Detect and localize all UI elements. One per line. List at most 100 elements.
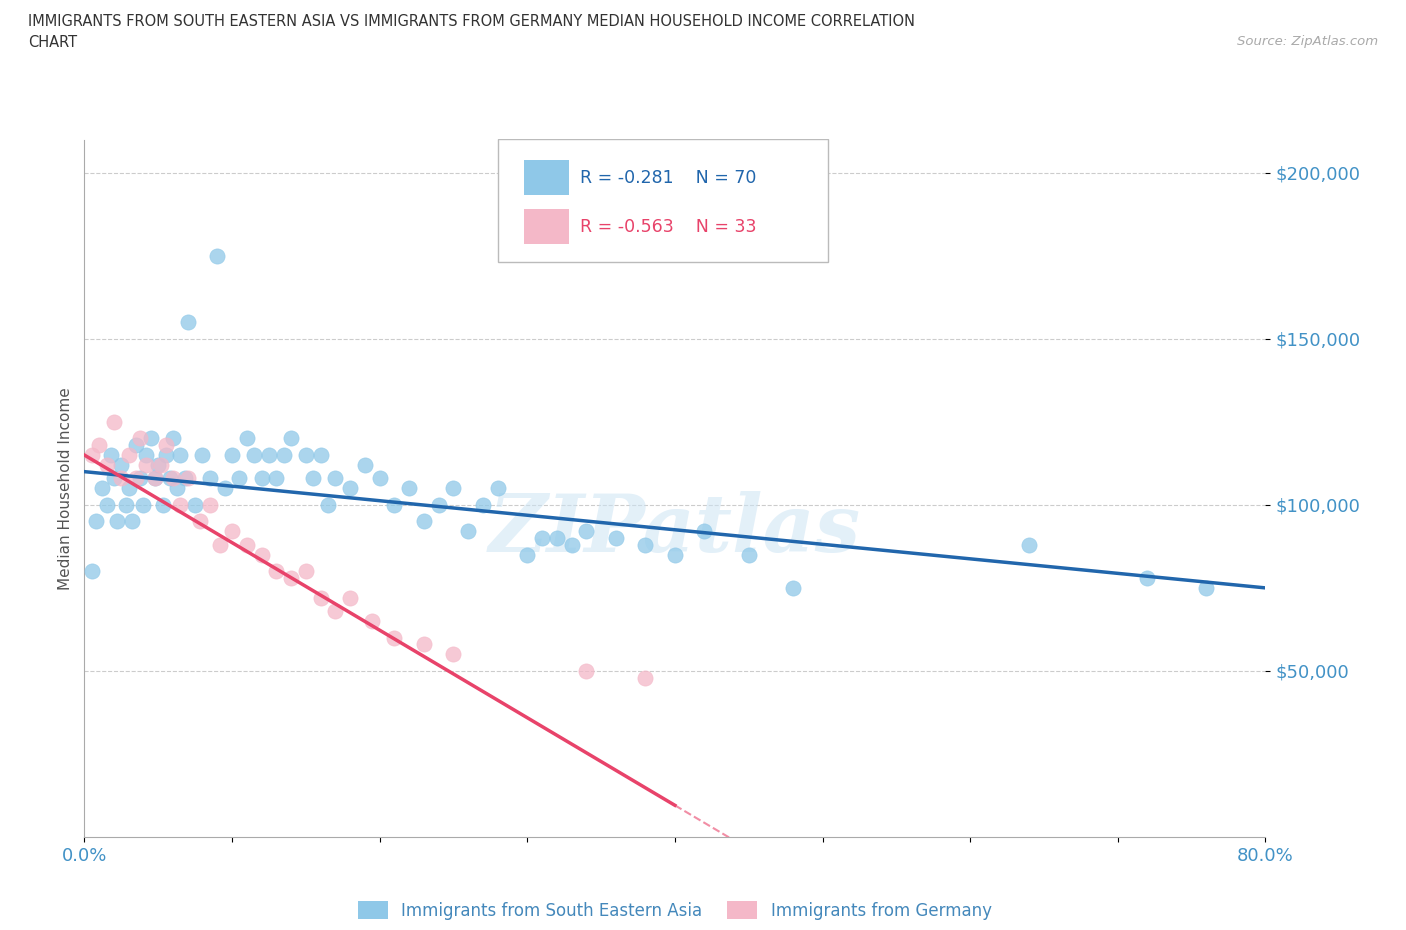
Point bbox=[96, 458, 118, 472]
Point bbox=[191, 447, 214, 462]
Point bbox=[188, 514, 211, 529]
Point bbox=[159, 471, 181, 485]
Point bbox=[323, 471, 347, 485]
Point bbox=[125, 471, 148, 485]
Point bbox=[264, 471, 288, 485]
Point bbox=[634, 671, 657, 685]
Point bbox=[143, 471, 166, 485]
Point bbox=[198, 471, 221, 485]
Text: R = -0.563    N = 33: R = -0.563 N = 33 bbox=[581, 218, 756, 235]
Point bbox=[264, 564, 288, 578]
Point bbox=[634, 538, 657, 552]
Point bbox=[152, 498, 174, 512]
Point bbox=[295, 447, 318, 462]
Point bbox=[413, 514, 436, 529]
Point bbox=[173, 471, 195, 485]
Point bbox=[516, 547, 538, 562]
Point bbox=[243, 447, 266, 462]
Point bbox=[169, 447, 191, 462]
Point bbox=[143, 471, 166, 485]
Point bbox=[250, 471, 273, 485]
Point bbox=[457, 524, 479, 538]
Point bbox=[323, 604, 347, 618]
Y-axis label: Median Household Income: Median Household Income bbox=[58, 387, 73, 590]
Point bbox=[382, 631, 406, 645]
Point bbox=[198, 498, 221, 512]
Point bbox=[110, 458, 132, 472]
Point bbox=[235, 538, 259, 552]
Point bbox=[155, 438, 177, 453]
Point bbox=[209, 538, 232, 552]
Point bbox=[575, 524, 598, 538]
Point bbox=[84, 514, 107, 529]
Point bbox=[302, 471, 325, 485]
Point bbox=[546, 531, 568, 546]
Point bbox=[162, 471, 184, 485]
Point bbox=[486, 481, 509, 496]
Point bbox=[472, 498, 495, 512]
FancyBboxPatch shape bbox=[523, 161, 568, 195]
Point bbox=[91, 481, 114, 496]
Text: R = -0.281    N = 70: R = -0.281 N = 70 bbox=[581, 169, 756, 187]
Point bbox=[235, 431, 259, 445]
Point bbox=[129, 471, 152, 485]
Point bbox=[530, 531, 553, 546]
Point bbox=[273, 447, 295, 462]
Point bbox=[105, 514, 128, 529]
Point bbox=[155, 447, 177, 462]
Point bbox=[129, 431, 152, 445]
Point bbox=[339, 591, 361, 605]
Point bbox=[575, 663, 598, 678]
Point bbox=[280, 570, 302, 585]
Point bbox=[103, 415, 125, 430]
Legend: Immigrants from South Eastern Asia, Immigrants from Germany: Immigrants from South Eastern Asia, Immi… bbox=[352, 895, 998, 926]
Text: IMMIGRANTS FROM SOUTH EASTERN ASIA VS IMMIGRANTS FROM GERMANY MEDIAN HOUSEHOLD I: IMMIGRANTS FROM SOUTH EASTERN ASIA VS IM… bbox=[28, 14, 915, 29]
Point bbox=[100, 447, 122, 462]
Point bbox=[166, 481, 188, 496]
Point bbox=[121, 514, 143, 529]
Point bbox=[110, 471, 132, 485]
Point bbox=[135, 447, 157, 462]
Point bbox=[250, 547, 273, 562]
Point bbox=[738, 547, 761, 562]
Point bbox=[382, 498, 406, 512]
Point bbox=[103, 471, 125, 485]
Point bbox=[169, 498, 191, 512]
Point bbox=[1018, 538, 1040, 552]
Point bbox=[162, 431, 184, 445]
Point bbox=[339, 481, 361, 496]
Point bbox=[441, 481, 464, 496]
FancyBboxPatch shape bbox=[523, 209, 568, 245]
Point bbox=[132, 498, 155, 512]
Point bbox=[221, 447, 243, 462]
Point bbox=[177, 314, 200, 329]
Point bbox=[148, 458, 170, 472]
Text: ZIPatlas: ZIPatlas bbox=[489, 491, 860, 569]
Point bbox=[177, 471, 200, 485]
Point bbox=[280, 431, 302, 445]
Point bbox=[118, 481, 141, 496]
Point bbox=[560, 538, 583, 552]
Point bbox=[139, 431, 162, 445]
Point bbox=[118, 447, 141, 462]
Point bbox=[605, 531, 627, 546]
Point bbox=[257, 447, 280, 462]
Point bbox=[309, 447, 332, 462]
Point bbox=[150, 458, 173, 472]
Point bbox=[135, 458, 157, 472]
FancyBboxPatch shape bbox=[498, 140, 828, 261]
Point bbox=[398, 481, 420, 496]
Point bbox=[184, 498, 207, 512]
Point bbox=[96, 498, 118, 512]
Point bbox=[361, 614, 384, 629]
Point bbox=[782, 580, 804, 595]
Text: CHART: CHART bbox=[28, 35, 77, 50]
Point bbox=[441, 647, 464, 662]
Point bbox=[295, 564, 318, 578]
Point bbox=[87, 438, 111, 453]
Point bbox=[221, 524, 243, 538]
Point bbox=[427, 498, 450, 512]
Point bbox=[368, 471, 391, 485]
Point bbox=[693, 524, 716, 538]
Point bbox=[114, 498, 136, 512]
